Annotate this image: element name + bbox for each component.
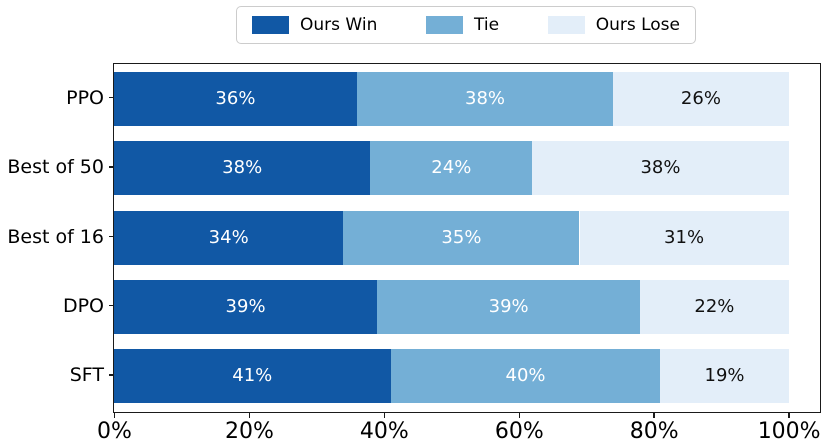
legend: Ours Win Tie Ours Lose xyxy=(236,6,696,44)
legend-label: Ours Win xyxy=(300,14,378,35)
bar-segment-tie: 24% xyxy=(370,141,533,196)
bar-segment-tie: 40% xyxy=(390,349,661,404)
bar-segment-tie: 35% xyxy=(343,210,580,265)
x-tick-label: 80% xyxy=(629,419,679,444)
x-tick-label: 20% xyxy=(224,419,274,444)
bar-value-label: 40% xyxy=(505,365,546,387)
bar-value-label: 41% xyxy=(232,365,273,387)
bar-value-label: 36% xyxy=(215,87,256,109)
bar-segment-ours-lose: 31% xyxy=(579,210,789,265)
bar-segment-ours-lose: 22% xyxy=(640,279,789,334)
y-axis-category-label: SFT xyxy=(69,364,104,387)
bar-segment-tie: 39% xyxy=(377,279,641,334)
y-tick-mark xyxy=(109,235,113,237)
bar-value-label: 39% xyxy=(225,295,266,317)
legend-swatch-icon xyxy=(252,16,289,34)
x-tick-mark xyxy=(788,413,790,418)
y-tick-mark xyxy=(109,304,113,307)
y-tick-mark xyxy=(109,96,113,99)
bar-value-label: 38% xyxy=(640,157,681,179)
y-axis-category-label: Best of 16 xyxy=(7,225,104,248)
bar-segment-ours-lose: 19% xyxy=(660,349,789,404)
plot-area: 36% 38% 26% 38% 24% 38% 34% 35% 31% 39% 39% 22% 41% 4… xyxy=(113,63,821,413)
bar-value-label: 22% xyxy=(694,295,735,317)
x-tick-mark xyxy=(113,413,116,418)
x-tick-label: 40% xyxy=(359,419,409,444)
bar-row: 39% 39% 22% xyxy=(114,279,820,334)
bar-value-label: 35% xyxy=(441,226,482,248)
bar-value-label: 38% xyxy=(222,157,263,179)
bar-row: 38% 24% 38% xyxy=(114,141,820,196)
y-axis-category-label: Best of 50 xyxy=(7,156,104,179)
x-tick-mark xyxy=(248,413,251,418)
y-axis-category-label: PPO xyxy=(66,86,104,109)
bar-row: 36% 38% 26% xyxy=(114,71,820,126)
legend-label: Ours Lose xyxy=(595,14,680,35)
legend-swatch-icon xyxy=(426,16,463,34)
bar-segment-ours-win: 38% xyxy=(114,141,371,196)
bar-segment-ours-lose: 26% xyxy=(613,71,789,126)
y-axis-category-label: DPO xyxy=(62,294,104,317)
legend-label: Tie xyxy=(474,14,500,35)
bar-value-label: 24% xyxy=(431,157,472,179)
legend-swatch-icon xyxy=(547,16,585,34)
legend-item: Ours Win xyxy=(252,16,377,34)
bar-segment-ours-win: 41% xyxy=(114,349,391,404)
bar-segment-tie: 38% xyxy=(356,71,614,126)
bar-value-label: 34% xyxy=(208,226,249,248)
bar-segment-ours-win: 34% xyxy=(114,210,344,265)
bar-value-label: 38% xyxy=(465,87,506,109)
y-tick-mark xyxy=(109,166,113,168)
x-tick-mark xyxy=(383,413,386,418)
bar-value-label: 19% xyxy=(704,365,745,387)
x-tick-label: 0% xyxy=(97,419,132,444)
x-tick-label: 100% xyxy=(757,419,821,444)
legend-item: Tie xyxy=(426,16,499,34)
bar-segment-ours-win: 39% xyxy=(114,279,378,334)
x-tick-mark xyxy=(518,413,521,418)
bar-segment-ours-win: 36% xyxy=(114,71,357,126)
y-tick-mark xyxy=(109,374,113,376)
x-tick-label: 60% xyxy=(494,419,544,444)
x-tick-mark xyxy=(653,413,655,418)
bar-segment-ours-lose: 38% xyxy=(532,141,789,196)
bar-row: 34% 35% 31% xyxy=(114,210,820,265)
bar-value-label: 31% xyxy=(664,226,705,248)
legend-item: Ours Lose xyxy=(547,14,680,35)
bar-value-label: 26% xyxy=(680,87,721,109)
bar-row: 41% 40% 19% xyxy=(114,349,820,404)
bar-value-label: 39% xyxy=(488,295,529,317)
